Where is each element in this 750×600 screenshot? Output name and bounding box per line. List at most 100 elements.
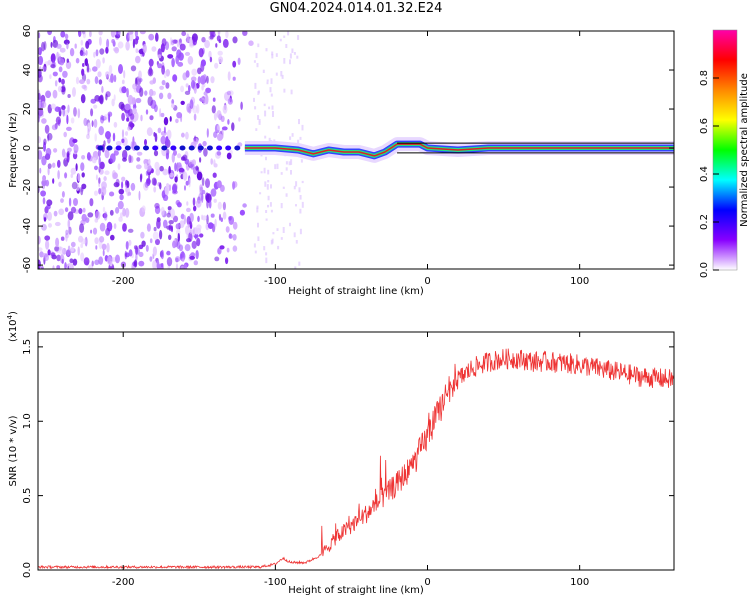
noise-speckle xyxy=(203,91,208,96)
noise-speckle xyxy=(141,240,146,247)
noise-speckle xyxy=(94,259,100,266)
figure-title: GN04.2024.014.01.32.E24 xyxy=(269,1,443,16)
noise-speckle xyxy=(112,172,118,180)
y-tick-label: -20 xyxy=(22,179,33,195)
noise-speckle xyxy=(140,231,145,239)
noise-speckle xyxy=(191,68,197,76)
noise-speckle xyxy=(115,141,122,146)
noise-speckle xyxy=(280,71,283,77)
noise-speckle xyxy=(213,131,218,138)
noise-speckle xyxy=(182,154,188,161)
noise-speckle xyxy=(228,216,232,221)
noise-speckle xyxy=(198,48,204,58)
noise-speckle xyxy=(141,205,146,213)
noise-speckle xyxy=(108,113,111,123)
noise-speckle xyxy=(47,163,52,169)
noise-speckle xyxy=(69,48,75,57)
noise-speckle xyxy=(222,104,228,114)
noise-speckle xyxy=(99,36,102,46)
noise-speckle xyxy=(285,193,288,197)
noise-speckle xyxy=(296,55,299,59)
noise-speckle xyxy=(160,263,164,268)
noise-speckle xyxy=(64,33,69,40)
noise-speckle xyxy=(70,173,74,178)
noise-speckle xyxy=(155,32,159,42)
noise-speckle xyxy=(238,117,241,122)
colorbar-tick-label: 0.0 xyxy=(699,262,710,278)
noise-speckle xyxy=(217,201,222,210)
noise-speckle xyxy=(265,257,268,264)
y-tick-label: 40 xyxy=(22,64,33,77)
noise-speckle xyxy=(265,218,268,221)
noise-speckle xyxy=(61,191,65,198)
noise-speckle xyxy=(145,244,149,252)
noise-speckle xyxy=(212,97,216,102)
noise-speckle xyxy=(65,229,69,236)
noise-speckle xyxy=(189,221,193,230)
noise-speckle xyxy=(57,85,62,93)
noise-speckle xyxy=(266,184,269,190)
noise-speckle xyxy=(38,32,41,39)
noise-speckle xyxy=(106,256,112,265)
noise-speckle xyxy=(231,122,235,131)
noise-speckle xyxy=(280,237,283,240)
noise-speckle xyxy=(98,188,102,195)
noise-speckle xyxy=(105,46,109,54)
noise-speckle xyxy=(127,31,134,35)
noise-speckle xyxy=(86,63,90,73)
noise-speckle xyxy=(80,52,86,57)
noise-speckle xyxy=(175,263,179,269)
noise-speckle xyxy=(203,100,206,105)
noise-speckle xyxy=(80,187,84,196)
noise-speckle xyxy=(168,172,175,178)
noise-speckle xyxy=(121,138,125,144)
noise-speckle xyxy=(60,236,65,241)
noise-speckle xyxy=(149,256,153,262)
noise-speckle xyxy=(159,165,164,172)
noise-speckle xyxy=(66,42,69,50)
noise-speckle xyxy=(50,103,56,110)
noise-speckle xyxy=(226,247,230,253)
noise-speckle xyxy=(178,167,185,173)
noise-speckle xyxy=(70,241,76,248)
noise-speckle xyxy=(57,159,61,168)
noise-speckle xyxy=(82,63,85,67)
noise-speckle xyxy=(171,99,175,105)
noise-speckle xyxy=(155,238,160,246)
noise-speckle xyxy=(297,139,300,144)
noise-speckle xyxy=(192,37,197,46)
noise-speckle xyxy=(102,206,106,213)
noise-speckle xyxy=(201,95,207,101)
noise-speckle xyxy=(167,54,174,59)
noise-speckle xyxy=(66,114,69,125)
noise-speckle xyxy=(285,161,288,165)
signal-dot xyxy=(170,145,177,151)
x-tick-label: -200 xyxy=(112,276,135,287)
noise-speckle xyxy=(225,226,230,233)
noise-speckle xyxy=(288,161,291,166)
snr-frame xyxy=(37,331,675,571)
snr-ylabel: SNR (10 * v/v) xyxy=(8,415,19,486)
spectrogram-marks xyxy=(38,31,674,269)
noise-speckle xyxy=(70,167,77,175)
noise-speckle xyxy=(260,171,263,174)
noise-speckle xyxy=(145,170,149,176)
noise-speckle xyxy=(70,246,75,252)
noise-speckle xyxy=(270,93,273,97)
noise-speckle xyxy=(253,243,256,248)
noise-speckle xyxy=(73,107,77,117)
noise-speckle xyxy=(225,31,229,39)
noise-speckle xyxy=(167,92,172,100)
noise-speckle xyxy=(194,233,197,240)
noise-speckle xyxy=(87,128,90,136)
noise-speckle xyxy=(295,204,297,207)
noise-speckle xyxy=(127,191,132,196)
noise-speckle xyxy=(103,211,108,221)
noise-speckle xyxy=(106,38,110,49)
noise-speckle xyxy=(121,86,127,94)
noise-speckle xyxy=(94,95,101,102)
y-tick-label: 0.5 xyxy=(22,488,33,504)
noise-speckle xyxy=(41,41,45,52)
noise-speckle xyxy=(254,106,257,110)
